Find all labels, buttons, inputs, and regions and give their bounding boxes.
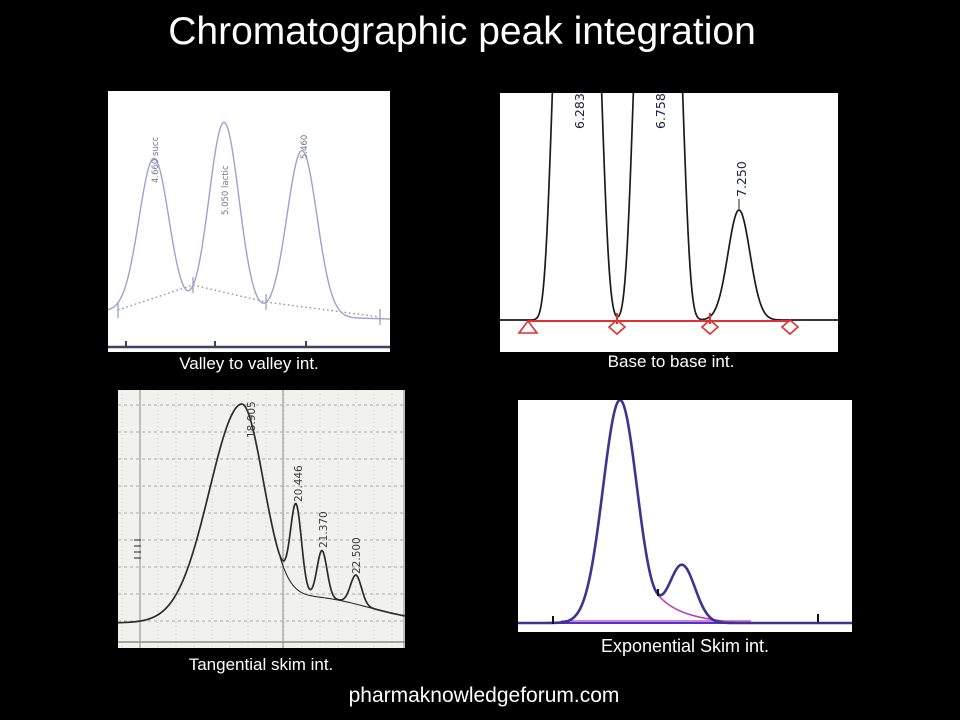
caption-tangential-skim: Tangential skim int. bbox=[188, 655, 334, 674]
peak-label: 6.283 bbox=[572, 93, 587, 129]
chromatogram-curve bbox=[517, 398, 853, 625]
caption-exponential-skim: Exponential Skim int. bbox=[600, 636, 770, 656]
grid bbox=[118, 390, 405, 648]
peak-label: 7.250 bbox=[734, 161, 749, 197]
caption-base-to-base: Base to base int. bbox=[607, 352, 735, 371]
start-marker-triangle bbox=[517, 319, 539, 334]
base-to-base-chromatogram: 6.283 6.758 7.250 bbox=[500, 0, 838, 352]
valley-to-valley-chromatogram: 4.660 succ 5.050 lactic 5.460 bbox=[107, 91, 391, 352]
panel-background bbox=[518, 400, 852, 632]
panel-tangential-skim: 18.905 20.446 21.370 22.500 bbox=[117, 390, 406, 648]
peak-label: 4.660 succ bbox=[151, 136, 161, 183]
peak-label: 22.500 bbox=[351, 537, 363, 574]
chromatogram-curve bbox=[500, 0, 838, 321]
slide-title: Chromatographic peak integration bbox=[168, 10, 756, 53]
exponential-skim-chromatogram bbox=[517, 398, 853, 632]
caption-valley-to-valley: Valley to valley int. bbox=[179, 354, 319, 373]
peak-label: 21.370 bbox=[318, 511, 330, 548]
valley-marker-diamond bbox=[607, 318, 627, 336]
skim-tangent-curve bbox=[279, 556, 375, 610]
peak-label: 5.460 bbox=[300, 135, 310, 159]
panel-valley-to-valley: 4.660 succ 5.050 lactic 5.460 bbox=[107, 91, 391, 352]
panel-exponential-skim bbox=[517, 398, 853, 632]
peak-label: 20.446 bbox=[293, 465, 305, 502]
y-axis-ticks bbox=[134, 539, 141, 559]
panel-background bbox=[108, 91, 390, 352]
panel-base-to-base: 6.283 6.758 7.250 bbox=[500, 0, 838, 352]
end-marker-diamond bbox=[780, 318, 800, 336]
x-axis-ticks bbox=[125, 341, 307, 347]
peak-label: 18.905 bbox=[246, 401, 258, 438]
footer-watermark: pharmaknowledgeforum.com bbox=[348, 684, 620, 707]
panel-background bbox=[118, 390, 405, 648]
chromatogram-curve bbox=[117, 403, 406, 624]
tangential-skim-chromatogram: 18.905 20.446 21.370 22.500 bbox=[117, 390, 406, 648]
dotted-valley-baseline bbox=[117, 284, 381, 318]
peak-label: 5.050 lactic bbox=[221, 165, 231, 215]
time-ticks bbox=[552, 589, 819, 624]
valley-marker-diamond bbox=[700, 318, 720, 336]
panel-background bbox=[500, 93, 838, 352]
chromatogram-curve bbox=[107, 121, 391, 320]
valley-drop-lines bbox=[616, 313, 711, 324]
peak-label: 6.758 bbox=[653, 93, 668, 129]
